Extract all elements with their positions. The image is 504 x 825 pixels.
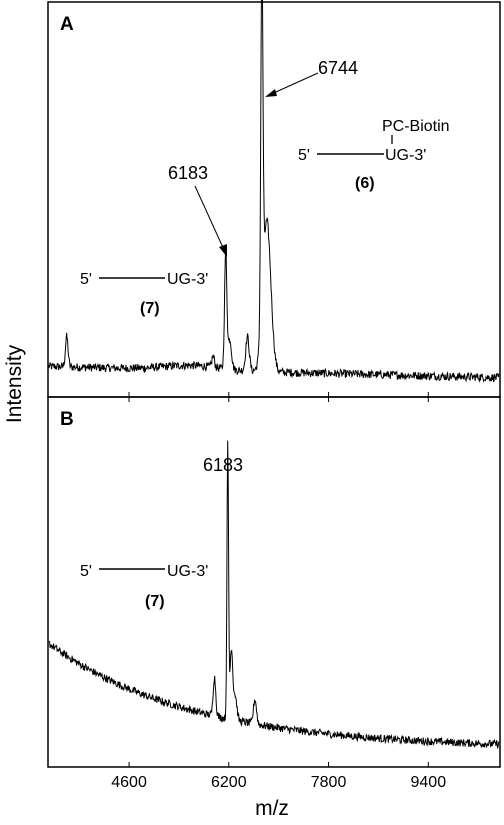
peak-label-a-6183: 6183 bbox=[168, 163, 208, 183]
structure-7a-prefix: 5' bbox=[80, 271, 92, 288]
structure-7a-suffix: UG-3' bbox=[167, 271, 208, 288]
panel-b-label: B bbox=[60, 409, 74, 430]
structure-7b-prefix: 5' bbox=[80, 563, 92, 580]
peak-arrow-a-6183 bbox=[194, 185, 226, 253]
structure-7a-number: (7) bbox=[140, 300, 160, 317]
spectrum-a-trace bbox=[48, 0, 500, 383]
structure-6-tag: PC-Biotin bbox=[382, 118, 450, 135]
peak-label-b-6183: 6183 bbox=[203, 455, 243, 475]
x-tick-label: 7800 bbox=[311, 774, 347, 791]
peak-arrowhead-a-6183 bbox=[219, 244, 227, 257]
x-tick-label: 6200 bbox=[211, 774, 247, 791]
spectrum-b-trace bbox=[48, 440, 500, 749]
x-axis-ticks: 4600 6200 7800 9400 bbox=[111, 392, 446, 791]
peak-arrowhead-6744 bbox=[265, 89, 277, 97]
panel-b-frame bbox=[47, 396, 501, 768]
x-tick-label: 9400 bbox=[411, 774, 447, 791]
x-axis-title: m/z bbox=[255, 797, 289, 820]
peak-label-6744: 6744 bbox=[318, 58, 358, 78]
panel-a-label: A bbox=[60, 14, 74, 35]
structure-6-number: (6) bbox=[355, 175, 375, 192]
x-tick-label: 4600 bbox=[111, 774, 147, 791]
structure-7b-suffix: UG-3' bbox=[167, 563, 208, 580]
structure-6-prefix: 5' bbox=[298, 147, 310, 164]
y-axis-title: Intensity bbox=[3, 344, 26, 423]
structure-7b-number: (7) bbox=[145, 593, 165, 610]
structure-6-suffix: UG-3' bbox=[385, 147, 426, 164]
